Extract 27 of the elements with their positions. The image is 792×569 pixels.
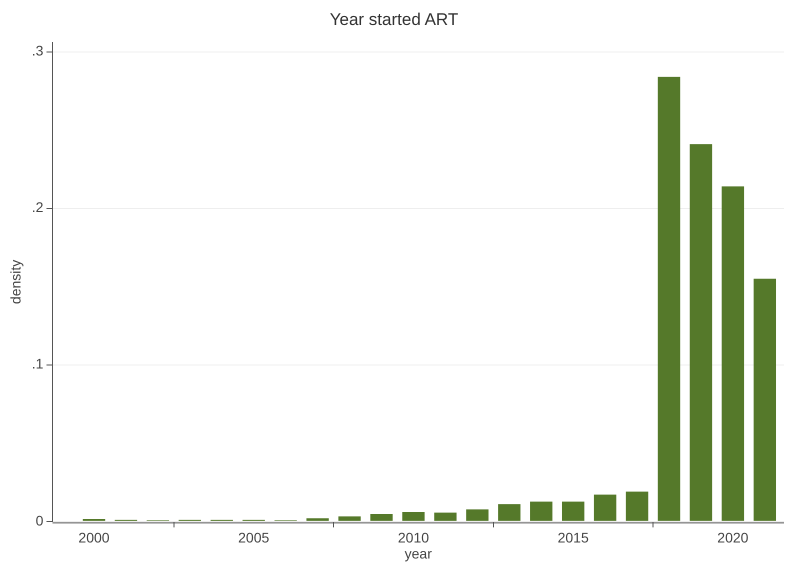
x-tick-label: 2020 xyxy=(717,530,749,546)
bar xyxy=(562,502,584,521)
x-tick-label: 2005 xyxy=(238,530,270,546)
bar xyxy=(466,509,489,521)
bar xyxy=(370,514,393,521)
y-axis-title: density xyxy=(7,260,24,304)
bar xyxy=(722,186,744,521)
bar xyxy=(594,494,616,521)
x-axis-title: year xyxy=(404,545,432,562)
chart-title: Year started ART xyxy=(330,10,458,29)
bar xyxy=(754,278,776,521)
bar xyxy=(498,504,520,521)
bar xyxy=(338,516,361,521)
bar xyxy=(658,76,680,521)
x-tick-label: 2015 xyxy=(558,530,589,546)
bar xyxy=(626,492,648,521)
bar xyxy=(306,518,329,521)
y-tick-label: .2 xyxy=(32,199,44,216)
x-tick-label: 2010 xyxy=(398,530,430,546)
bar xyxy=(690,144,712,521)
y-tick-label: .3 xyxy=(32,42,44,59)
y-tick-label: 0 xyxy=(36,512,44,528)
bar xyxy=(530,502,552,521)
y-tick-label: .1 xyxy=(32,356,44,372)
bar xyxy=(434,512,457,521)
x-tick-label: 2000 xyxy=(78,530,110,546)
bar xyxy=(402,512,425,521)
